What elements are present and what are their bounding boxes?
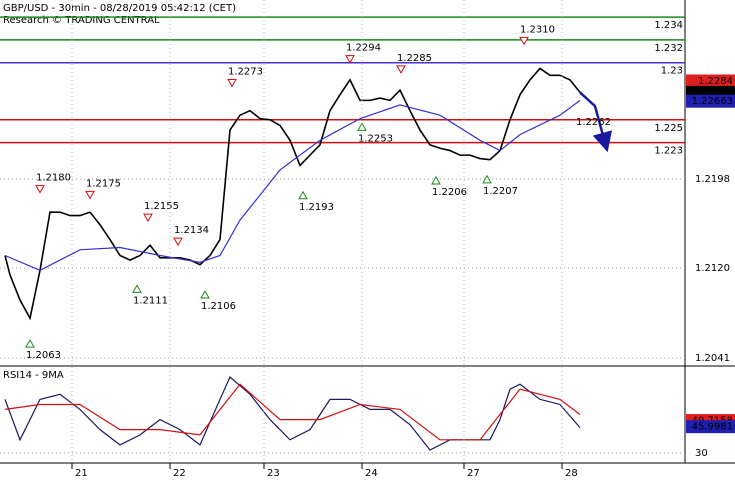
peak-marker bbox=[143, 213, 153, 223]
series-line bbox=[4, 67, 581, 321]
price-box-label: 1.2274 bbox=[698, 87, 733, 98]
trough-label: 1.2206 bbox=[432, 187, 467, 198]
level-label: 1.223 bbox=[654, 146, 683, 157]
level-label: 1.232 bbox=[654, 43, 683, 54]
peak-label: 1.2294 bbox=[346, 43, 381, 54]
y-tick-label: 1.2198 bbox=[695, 174, 730, 185]
price-box bbox=[686, 94, 735, 108]
trough-label: 1.2111 bbox=[133, 295, 168, 306]
price-box-label: 45.9981 bbox=[692, 422, 733, 433]
level-label: 1.225 bbox=[654, 123, 683, 134]
y-tick-label: 30 bbox=[695, 448, 708, 459]
peak-marker bbox=[227, 79, 237, 88]
peak-label: 1.2273 bbox=[228, 67, 263, 78]
x-tick-label: 23 bbox=[267, 468, 280, 479]
peak-label: 1.2310 bbox=[520, 24, 555, 35]
peak-label: 1.2175 bbox=[86, 178, 121, 189]
y-tick-label: 1.2041 bbox=[695, 353, 730, 364]
trough-marker bbox=[482, 174, 492, 184]
peak-label: 1.2134 bbox=[174, 225, 209, 236]
peak-label: 1.2155 bbox=[144, 201, 179, 212]
trough-label: 1.2106 bbox=[201, 301, 236, 312]
x-tick-label: 28 bbox=[565, 468, 578, 479]
peak-label: 1.2180 bbox=[36, 173, 71, 184]
trough-label: 1.2193 bbox=[299, 202, 334, 213]
peak-label: 1.2285 bbox=[397, 53, 432, 64]
trough-marker bbox=[431, 175, 441, 185]
plot bbox=[4, 67, 581, 321]
series-line bbox=[4, 383, 581, 441]
series-line bbox=[4, 376, 581, 451]
x-tick-label: 27 bbox=[467, 468, 480, 479]
plot bbox=[4, 376, 581, 451]
trough-marker bbox=[132, 284, 142, 293]
x-tick-label: 22 bbox=[173, 468, 186, 479]
trough-marker bbox=[200, 290, 210, 299]
price-box-label: 1.22663 bbox=[692, 96, 733, 107]
level-label: 1.234 bbox=[654, 20, 683, 31]
peak-marker bbox=[519, 36, 529, 46]
trough-marker bbox=[298, 190, 308, 200]
y-tick-label: 1.2120 bbox=[695, 263, 730, 274]
peak-marker bbox=[85, 190, 95, 200]
series-line bbox=[4, 99, 581, 271]
peak-marker bbox=[35, 185, 45, 194]
peak-marker bbox=[173, 237, 183, 247]
x-tick-label: 21 bbox=[75, 468, 88, 479]
level-label: 1.23 bbox=[661, 66, 683, 77]
price-box bbox=[686, 420, 735, 434]
price-box-label: 1.2284 bbox=[698, 76, 733, 87]
panel-title: RSI14 - 9MA bbox=[3, 370, 64, 381]
trough-label: 1.2253 bbox=[358, 133, 393, 144]
price-box bbox=[686, 74, 735, 88]
target-label: 1.2262 bbox=[576, 117, 611, 128]
chart-subtitle: Research © TRADING CENTRAL bbox=[3, 15, 160, 26]
trough-label: 1.2063 bbox=[26, 350, 61, 361]
chart-title: GBP/USD - 30min - 08/28/2019 05:42:12 (C… bbox=[3, 3, 236, 14]
trough-marker bbox=[25, 339, 35, 348]
trough-label: 1.2207 bbox=[483, 186, 518, 197]
trough-marker bbox=[357, 122, 367, 131]
x-tick-label: 24 bbox=[365, 468, 378, 479]
peak-marker bbox=[396, 65, 406, 74]
series-line bbox=[579, 91, 613, 153]
peak-marker bbox=[345, 55, 355, 64]
